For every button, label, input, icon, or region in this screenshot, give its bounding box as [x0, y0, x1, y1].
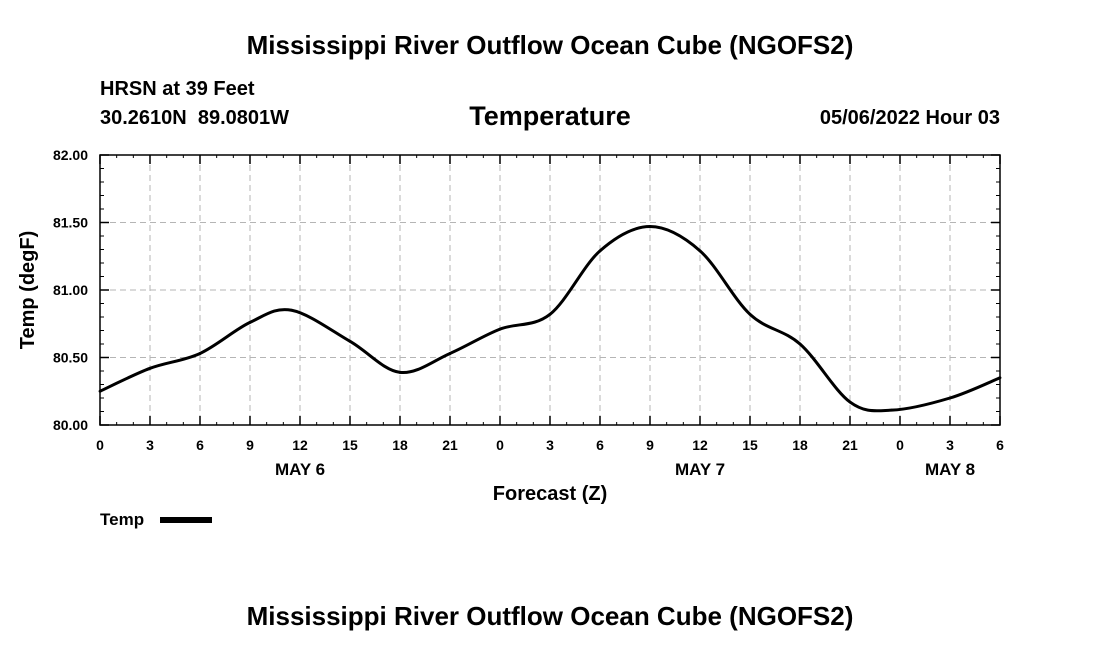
data-point [698, 249, 702, 253]
y-tick-label: 80.00 [53, 417, 88, 433]
day-labels: MAY 6 MAY 7 MAY 8 [275, 460, 975, 479]
data-point [948, 396, 952, 400]
data-point [598, 249, 602, 253]
y-tick-label: 80.50 [53, 350, 88, 366]
footer-title: Mississippi River Outflow Ocean Cube (NG… [247, 601, 854, 631]
x-tick-label: 6 [596, 437, 604, 453]
x-tick-label: 3 [946, 437, 954, 453]
station-coordinates: 30.2610N 89.0801W [100, 107, 289, 129]
data-point [748, 312, 752, 316]
day-label: MAY 6 [275, 460, 325, 479]
x-tick-label: 3 [146, 437, 154, 453]
x-tick-label: 15 [742, 437, 758, 453]
data-point [548, 312, 552, 316]
legend-label: Temp [100, 510, 144, 529]
x-tick-label: 3 [546, 437, 554, 453]
data-point [98, 389, 102, 393]
x-tick-label: 15 [342, 437, 358, 453]
y-axis-label: Temp (degF) [17, 231, 39, 350]
x-tick-label: 0 [896, 437, 904, 453]
data-point [290, 308, 294, 312]
x-tick-label: 12 [292, 437, 308, 453]
x-tick-label: 6 [996, 437, 1004, 453]
plot-frame [99, 154, 1001, 426]
y-tick-labels: 80.00 80.50 81.00 81.50 82.00 [53, 147, 88, 433]
chart-title: Temperature [469, 101, 631, 131]
station-name-depth: HRSN at 39 Feet [100, 78, 255, 100]
data-point [248, 321, 252, 324]
data-point [448, 352, 452, 355]
x-tick-label: 21 [442, 437, 458, 453]
x-tick-label: 0 [496, 437, 504, 453]
x-axis-label: Forecast (Z) [493, 483, 607, 505]
y-tick-label: 81.50 [53, 215, 88, 231]
forecast-datetime: 05/06/2022 Hour 03 [820, 107, 1000, 129]
data-point [148, 366, 152, 370]
x-tick-label: 9 [646, 437, 654, 453]
main-title: Mississippi River Outflow Ocean Cube (NG… [247, 30, 854, 60]
data-point [648, 225, 652, 228]
data-point [848, 400, 852, 404]
x-tick-label: 9 [246, 437, 254, 453]
data-point [998, 376, 1002, 380]
y-tick-label: 81.00 [53, 282, 88, 298]
x-tick-label: 12 [692, 437, 708, 453]
data-point [198, 352, 202, 355]
x-tick-label: 18 [392, 437, 408, 453]
x-tick-label: 6 [196, 437, 204, 453]
legend: Temp [100, 510, 212, 529]
day-label: MAY 8 [925, 460, 975, 479]
x-tick-label: 21 [842, 437, 858, 453]
data-point [398, 370, 402, 374]
data-point [348, 339, 352, 343]
series-group [98, 225, 1002, 413]
data-point [890, 408, 894, 412]
day-label: MAY 7 [675, 460, 725, 479]
gridlines [100, 155, 1000, 425]
data-point [798, 342, 802, 346]
x-tick-label: 18 [792, 437, 808, 453]
y-tick-label: 82.00 [53, 147, 88, 163]
data-point [498, 327, 502, 331]
x-tick-labels: 0 3 6 9 12 15 18 21 0 3 6 9 12 15 18 21 0 3 6 [96, 437, 1004, 453]
x-tick-label: 0 [96, 437, 104, 453]
